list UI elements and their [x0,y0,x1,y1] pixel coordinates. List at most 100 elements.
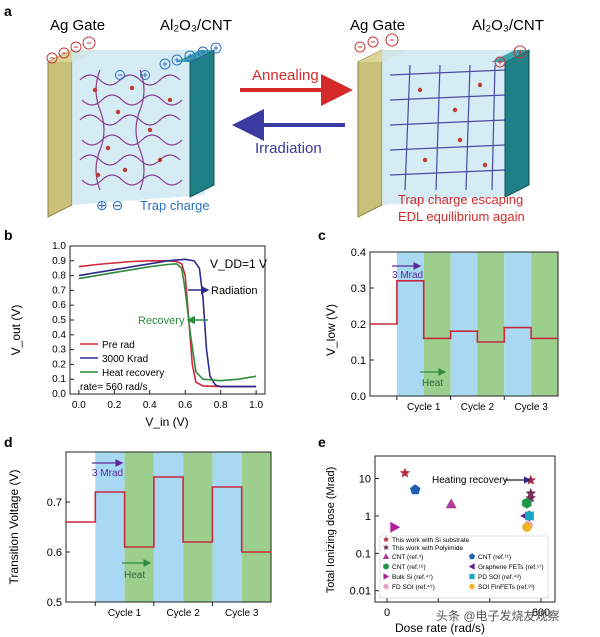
panel-d-band [212,452,242,602]
panel-d-ylabel: Transition Voltage (V) [7,470,21,585]
panel-d-band [183,452,213,602]
panel-label-d: d [4,434,13,450]
panel-d-heat: Heat [124,570,145,581]
svg-text:−: − [357,42,362,52]
panel-b-ytick-label: 1.0 [52,241,66,252]
panel-b-series-line [78,262,257,382]
panel-e-point [525,511,534,521]
panel-e-point [522,497,532,509]
panel-b-radiation: Radiation [211,285,257,297]
left-polymer-network [79,69,183,191]
panel-b-ytick-label: 0.5 [52,315,66,326]
panel-b-xlabel: V_in (V) [145,415,188,429]
panel-b-recovery: Recovery [138,315,185,327]
watermark-text: 头条 @电子发烧友观察 [436,608,560,623]
panel-e-legend-label: This work with Polyimide [392,545,464,552]
panel-b-ytick-label: 0.0 [52,389,66,400]
svg-text:+: + [174,55,179,65]
panel-e-legend-label: CNT (ref.¹¹) [478,554,511,561]
panel-e-legend-marker [383,583,389,590]
panel-e-ytick-label: 10 [359,474,371,486]
panel-c-ytick-label: 0.3 [351,283,366,295]
panel-b-chart: 0.0 0.1 0.2 0.3 0.4 0.5 0.6 0.7 0.8 0.9 1.0 0.0 0.2… [9,241,267,429]
left-gate-slab [47,49,73,218]
panel-e-legend-marker [383,536,389,543]
caption-line-1: Trap charge escaping [398,192,523,207]
panel-e-legend-marker [383,544,389,551]
right-electrolyte [382,50,520,205]
panel-d-category-label: Cycle 1 [108,608,142,619]
panel-b-series-line [78,260,257,388]
panel-c-dose: 3 Mrad [392,270,423,281]
left-gate-label: Ag Gate [50,17,105,34]
panel-c-heat: Heat [422,378,443,389]
panel-c-band [423,252,451,396]
panel-c-chart: 0.0 0.1 0.2 0.3 0.4 Cycle 1 Cycle 2 Cycle 3 V_… [324,247,559,413]
panel-label-e: e [318,434,326,450]
panel-e-xlabel: Dose rate (rad/s) [395,621,485,635]
svg-text:−: − [61,48,66,58]
panel-e-chart: 0.01 0.1 1 10 0 600 This work with Si substr… [325,455,556,635]
right-trap-charges [417,82,488,168]
left-trap-charges [92,85,173,178]
panel-d-frame [65,451,272,603]
left-surface-charges: − − − − + + + + + − + [46,36,222,80]
panel-d-band [241,452,271,602]
svg-text:−: − [86,38,91,48]
right-channel-label: Al₂O₃/CNT [472,17,544,34]
panel-e-legend-marker [469,583,475,590]
panel-label-a: a [4,3,12,19]
panel-c-ytick-label: 0.2 [351,319,366,331]
svg-text:+: + [517,47,522,57]
panel-e-legend-marker [383,573,390,580]
left-cnt-slab [189,49,215,198]
panel-e-frame [374,455,556,603]
panel-e-legend-label: CNT (ref.⁵) [392,554,423,561]
svg-text:−: − [73,42,78,52]
panel-d-dose: 3 Mrad [92,468,123,479]
svg-text:−: − [117,70,122,80]
panel-d-ytick-label: 0.6 [47,547,62,559]
panel-b-xtick-label: 0.0 [72,400,86,411]
panel-e-ytick-label: 0.1 [356,548,371,560]
legend-pre-rad: Pre rad [102,340,135,351]
trap-charge-symbols: ⊕ ⊖ [96,197,123,213]
panel-b-ytick-label: 0.9 [52,256,66,267]
panel-label-c: c [318,227,326,243]
panel-b-ytick-label: 0.6 [52,300,66,311]
panel-e-xtick-label: 600 [532,607,550,619]
svg-text:+: + [162,59,167,69]
panel-b-series-line [78,258,257,388]
right-surface-charges: − − − + + [354,33,527,68]
panel-e-legend-label: FD SOI (ref.⁴⁹) [392,584,435,591]
panel-c-ytick-label: 0.0 [351,391,366,403]
right-gate-label: Ag Gate [350,17,405,34]
panel-b-ytick-label: 0.2 [52,359,66,370]
panel-c-band [450,252,478,396]
panel-e-legend-box [379,535,549,599]
panel-e-ytick-label: 0.01 [350,586,371,598]
right-cnt-slab [504,49,530,198]
panel-c-category-label: Cycle 3 [514,402,548,413]
panel-e-legend-marker [382,553,390,560]
svg-text:+: + [142,70,147,80]
panel-c-band [477,252,505,396]
panel-b-ylabel: V_out (V) [9,305,23,356]
annealing-label: Annealing [252,67,319,84]
right-device-schematic: − − − + + [354,33,530,218]
panel-d-step-line [66,476,271,553]
panel-c-ylabel: V_low (V) [324,304,338,356]
svg-text:+: + [200,47,205,57]
svg-text:+: + [497,57,502,67]
panel-e-ylabel: Total Ionizing dose (Mrad) [325,467,337,594]
panel-b-ytick-label: 0.7 [52,285,66,296]
panel-e-legend-label: CNT (ref.¹⁶) [392,564,426,571]
svg-text:+: + [213,43,218,53]
panel-e-legend-label: Bulk Si (ref.⁴⁷) [392,574,433,581]
right-polymer-grid [389,64,506,191]
legend-3000krad: 3000 Krad [102,354,148,365]
panel-b-xtick-label: 0.8 [214,400,228,411]
left-electrolyte [72,50,205,205]
panel-d-ytick-label: 0.5 [47,597,62,609]
caption-line-2: EDL equilibrium again [398,209,525,224]
